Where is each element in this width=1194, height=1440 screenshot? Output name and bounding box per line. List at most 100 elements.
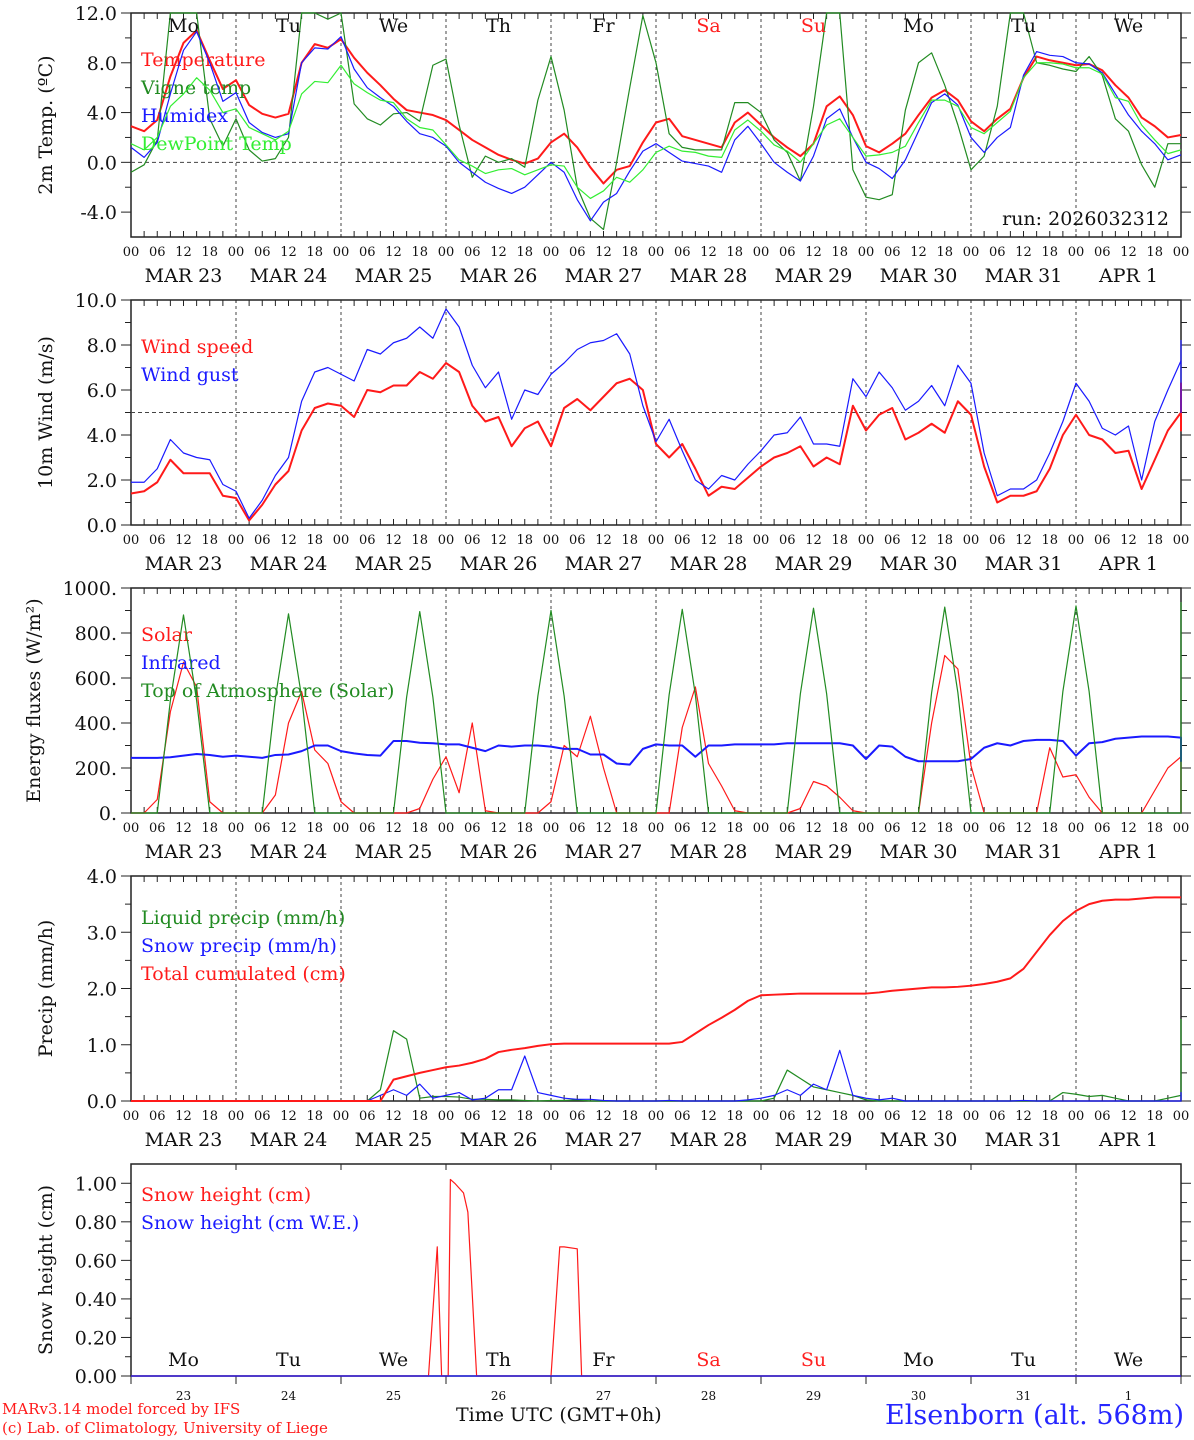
hour-tick-label: 06 <box>359 245 376 260</box>
hour-tick-label: 00 <box>648 533 665 548</box>
day-number-label: 23 <box>176 1389 191 1403</box>
hour-tick-label: 00 <box>438 245 455 260</box>
hour-tick-label: 12 <box>910 245 927 260</box>
hour-tick-label: 18 <box>201 245 218 260</box>
day-label: MAR 28 <box>670 1129 748 1151</box>
day-label: APR 1 <box>1098 265 1158 287</box>
hour-tick-label: 18 <box>621 533 638 548</box>
lab-credit: (c) Lab. of Climatology, University of L… <box>2 1419 328 1437</box>
hour-tick-label: 06 <box>149 821 166 836</box>
day-label: APR 1 <box>1098 553 1158 575</box>
weekday-label: We <box>379 15 408 37</box>
hour-tick-label: 12 <box>805 1109 822 1124</box>
hour-tick-label: 12 <box>490 821 507 836</box>
hour-tick-label: 18 <box>516 1109 533 1124</box>
legend-entry: Liquid precip (mm/h) <box>141 907 345 929</box>
hour-tick-label: 06 <box>254 821 271 836</box>
day-label: APR 1 <box>1098 841 1158 863</box>
hour-tick-label: 12 <box>280 533 297 548</box>
day-label: MAR 29 <box>775 265 853 287</box>
day-label: MAR 31 <box>985 265 1063 287</box>
hour-tick-label: 18 <box>1041 821 1058 836</box>
day-label: MAR 26 <box>460 553 538 575</box>
day-label: MAR 25 <box>355 1129 433 1151</box>
y-tick-label: 1.0 <box>87 1035 117 1057</box>
hour-tick-label: 18 <box>516 821 533 836</box>
run-annotation: run: 2026032312 <box>1002 208 1169 230</box>
hour-tick-label: 06 <box>569 1109 586 1124</box>
y-tick-label: 8.0 <box>87 53 117 75</box>
day-label: MAR 28 <box>670 265 748 287</box>
y-axis-label: Precip (mm/h) <box>35 920 57 1058</box>
hour-tick-label: 18 <box>411 533 428 548</box>
hour-tick-label: 18 <box>1146 533 1163 548</box>
day-label: MAR 30 <box>880 265 958 287</box>
hour-tick-label: 12 <box>385 1109 402 1124</box>
hour-tick-label: 00 <box>753 1109 770 1124</box>
hour-tick-label: 06 <box>989 533 1006 548</box>
hour-tick-label: 18 <box>726 821 743 836</box>
day-label: MAR 24 <box>250 841 328 863</box>
hour-tick-label: 06 <box>359 821 376 836</box>
hour-tick-label: 12 <box>280 245 297 260</box>
weekday-label: Mo <box>168 1349 199 1371</box>
day-number-label: 24 <box>281 1389 297 1403</box>
hour-tick-label: 06 <box>989 245 1006 260</box>
hour-tick-label: 18 <box>306 245 323 260</box>
weekday-label: Fr <box>592 1349 615 1371</box>
hour-tick-label: 12 <box>1120 821 1137 836</box>
hour-tick-label: 06 <box>884 533 901 548</box>
hour-tick-label: 18 <box>831 245 848 260</box>
hour-tick-label: 00 <box>333 821 350 836</box>
weekday-label: Sa <box>696 15 720 37</box>
hour-tick-label: 18 <box>516 533 533 548</box>
hour-tick-label: 18 <box>726 1109 743 1124</box>
hour-tick-label: 06 <box>464 533 481 548</box>
weekday-label: Su <box>801 1349 826 1371</box>
hour-tick-label: 12 <box>175 1109 192 1124</box>
hour-tick-label: 18 <box>936 1109 953 1124</box>
time-axis-label: Time UTC (GMT+0h) <box>456 1404 662 1426</box>
hour-tick-label: 06 <box>884 821 901 836</box>
day-label: MAR 27 <box>565 265 643 287</box>
legend-entry: Snow height (cm W.E.) <box>141 1212 359 1234</box>
hour-tick-label: 00 <box>753 821 770 836</box>
hour-tick-label: 00 <box>1068 533 1085 548</box>
hour-tick-label: 18 <box>201 533 218 548</box>
hour-tick-label: 00 <box>858 821 875 836</box>
hour-tick-label: 00 <box>648 1109 665 1124</box>
hour-tick-label: 00 <box>858 245 875 260</box>
weekday-label: We <box>1114 1349 1143 1371</box>
day-label: MAR 26 <box>460 841 538 863</box>
y-tick-label: 0.60 <box>75 1250 117 1272</box>
y-axis-label: 2m Temp. (ºC) <box>35 55 57 194</box>
hour-tick-label: 06 <box>674 533 691 548</box>
hour-tick-label: 00 <box>123 533 140 548</box>
y-tick-label: 0.40 <box>75 1289 117 1311</box>
hour-tick-label: 12 <box>805 821 822 836</box>
hour-tick-label: 06 <box>779 533 796 548</box>
hour-tick-label: 12 <box>700 245 717 260</box>
hour-tick-label: 00 <box>123 1109 140 1124</box>
hour-tick-label: 12 <box>175 821 192 836</box>
hour-tick-label: 00 <box>858 533 875 548</box>
y-axis-label: 10m Wind (m/s) <box>35 336 57 489</box>
hour-tick-label: 00 <box>438 533 455 548</box>
hour-tick-label: 06 <box>884 245 901 260</box>
day-label: MAR 23 <box>145 553 223 575</box>
hour-tick-label: 18 <box>411 245 428 260</box>
day-label: MAR 27 <box>565 1129 643 1151</box>
hour-tick-label: 18 <box>726 245 743 260</box>
hour-tick-label: 06 <box>569 245 586 260</box>
weekday-label: We <box>379 1349 408 1371</box>
y-tick-label: 4.0 <box>87 425 117 447</box>
hour-tick-label: 06 <box>254 245 271 260</box>
day-number-label: 25 <box>386 1389 401 1403</box>
day-label: MAR 24 <box>250 1129 328 1151</box>
hour-tick-label: 00 <box>333 245 350 260</box>
day-label: MAR 30 <box>880 841 958 863</box>
weekday-label: Mo <box>903 15 934 37</box>
hour-tick-label: 18 <box>621 1109 638 1124</box>
day-label: MAR 26 <box>460 1129 538 1151</box>
series-line-wind-speed <box>130 362 1182 522</box>
